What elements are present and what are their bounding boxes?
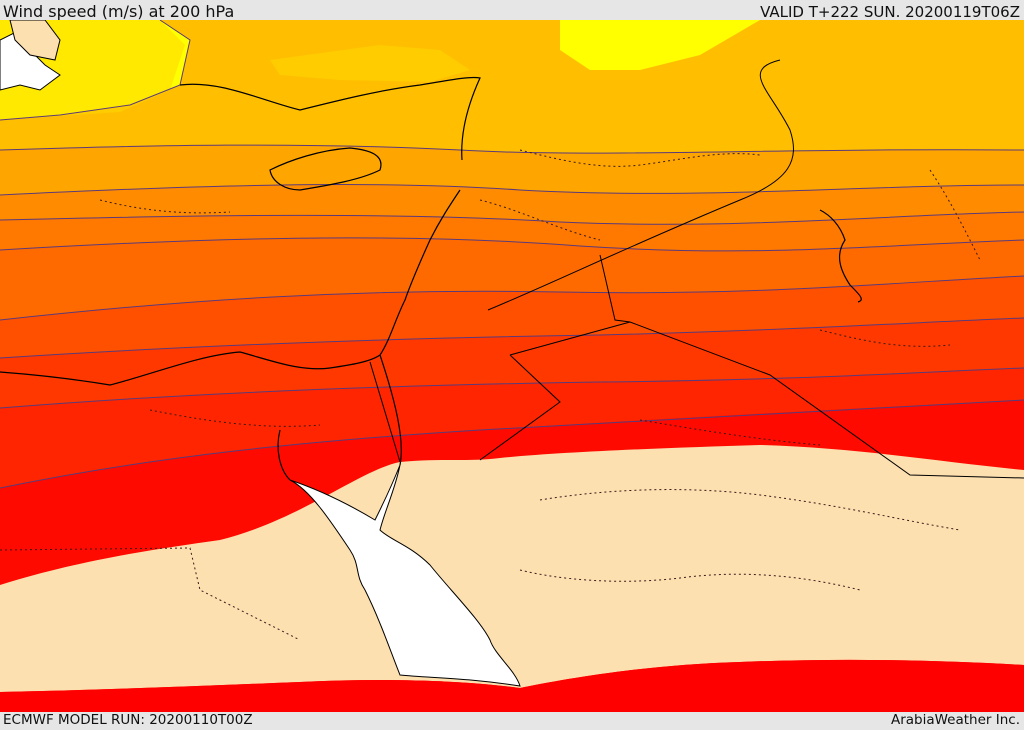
footer-bar xyxy=(0,712,1024,729)
map-title: Wind speed (m/s) at 200 hPa xyxy=(3,2,235,21)
contour-lines xyxy=(0,20,1024,489)
red-sea xyxy=(289,464,521,687)
band-red-bottom xyxy=(0,659,1024,712)
brand-label: ArabiaWeather Inc. xyxy=(890,712,1020,728)
wind-bands xyxy=(0,20,1024,712)
country-borders xyxy=(369,59,1024,479)
model-run-label: ECMWF MODEL RUN: 20200110T00Z xyxy=(3,712,253,728)
valid-time: VALID T+222 SUN. 20200119T06Z xyxy=(760,3,1020,21)
band-yellow-north xyxy=(560,20,760,70)
internal-borders xyxy=(0,149,981,641)
band-light xyxy=(0,445,1024,692)
wind-speed-map xyxy=(0,20,1024,712)
turkey-land xyxy=(9,20,61,61)
band-gold xyxy=(0,20,470,120)
header-bar xyxy=(0,0,1024,20)
coastlines xyxy=(0,76,862,481)
